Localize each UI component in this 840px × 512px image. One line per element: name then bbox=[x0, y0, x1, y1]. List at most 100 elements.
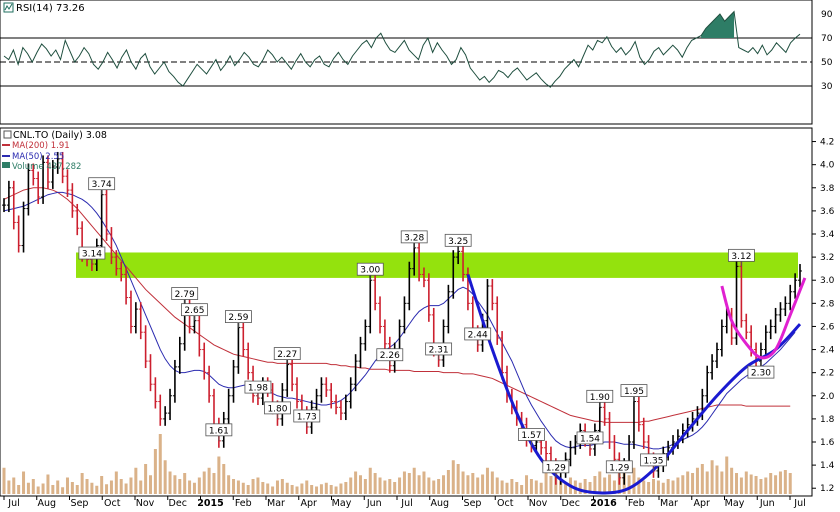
volume-bar bbox=[671, 480, 675, 494]
volume-bar bbox=[651, 479, 655, 494]
volume-bar bbox=[329, 485, 333, 494]
volume-bar bbox=[529, 479, 533, 494]
volume-bar bbox=[520, 485, 524, 494]
price-tick-label: 1.4 bbox=[820, 461, 835, 471]
price-icon bbox=[3, 130, 12, 139]
x-tick-label: Sep bbox=[71, 498, 89, 508]
rsi-icon-mark bbox=[4, 3, 13, 11]
volume-bar bbox=[402, 471, 406, 494]
volume-bar bbox=[676, 477, 680, 494]
legend-ma50: MA(50) 2.55 bbox=[12, 152, 64, 162]
volume-bar bbox=[305, 480, 309, 494]
volume-bar bbox=[212, 473, 216, 494]
volume-bar bbox=[388, 479, 392, 494]
volume-bar bbox=[495, 477, 499, 494]
rsi-tick-label: 90 bbox=[821, 10, 833, 20]
x-tick-label: Aug bbox=[430, 498, 449, 508]
volume-bar bbox=[642, 480, 646, 494]
legend-volume-swatch bbox=[2, 162, 10, 168]
x-tick-label: Oct bbox=[497, 498, 514, 508]
volume-bar bbox=[149, 475, 153, 494]
annotation-label: 1.29 bbox=[546, 463, 566, 473]
volume-bar bbox=[139, 480, 143, 494]
volume-bar bbox=[70, 482, 74, 494]
volume-bar bbox=[666, 479, 670, 494]
annotation-label: 2.44 bbox=[468, 330, 488, 340]
volume-bar bbox=[354, 471, 358, 494]
volume-bar bbox=[100, 476, 104, 494]
x-tick-label: Jul bbox=[793, 498, 805, 508]
x-tick-label: Jun bbox=[759, 498, 775, 508]
volume-bar bbox=[730, 467, 734, 494]
volume-bars bbox=[2, 434, 792, 494]
volume-bar bbox=[437, 479, 441, 494]
volume-bar bbox=[715, 465, 719, 494]
volume-bar bbox=[251, 479, 255, 494]
x-tick-label: May bbox=[332, 498, 352, 508]
volume-bar bbox=[95, 485, 99, 494]
volume-bar bbox=[163, 460, 167, 494]
annotation-label: 1.95 bbox=[624, 387, 644, 397]
volume-bar bbox=[65, 477, 69, 494]
volume-bar bbox=[769, 473, 773, 494]
volume-bar bbox=[241, 482, 245, 494]
price-tick-label: 2.0 bbox=[820, 392, 835, 402]
annotation-label: 3.28 bbox=[404, 233, 424, 243]
volume-bar bbox=[158, 434, 162, 494]
x-tick-label: Jul bbox=[7, 498, 19, 508]
annotation-label: 3.12 bbox=[731, 252, 751, 262]
volume-bar bbox=[75, 485, 79, 494]
volume-bar bbox=[539, 482, 543, 494]
price-tick-label: 2.6 bbox=[820, 322, 835, 332]
price-legend: CNL.TO (Daily) 3.08 MA(200) 1.91 MA(50) … bbox=[2, 130, 107, 172]
price-tick-label: 2.4 bbox=[820, 346, 835, 356]
volume-bar bbox=[505, 482, 509, 494]
volume-bar bbox=[261, 482, 265, 494]
annotation-label: 3.14 bbox=[82, 250, 102, 260]
volume-bar bbox=[451, 460, 455, 494]
x-tick-label: Sep bbox=[464, 498, 482, 508]
ma200-line bbox=[3, 187, 791, 423]
x-tick-label: Apr bbox=[301, 498, 318, 508]
rsi-tick-label: 70 bbox=[821, 34, 833, 44]
volume-bar bbox=[232, 479, 236, 494]
volume-bar bbox=[61, 487, 65, 494]
rsi-title: RSI(14) 73.26 bbox=[16, 3, 85, 14]
volume-bar bbox=[109, 480, 113, 494]
annotation-label: 2.31 bbox=[429, 345, 449, 355]
volume-bar bbox=[754, 476, 758, 494]
volume-bar bbox=[412, 467, 416, 494]
annotation-label: 3.25 bbox=[448, 237, 468, 247]
price-tick-label: 3.8 bbox=[820, 184, 835, 194]
volume-bar bbox=[476, 477, 480, 494]
volume-bar bbox=[339, 483, 343, 494]
cup-curve bbox=[466, 273, 802, 495]
annotation-label: 1.35 bbox=[643, 456, 663, 466]
volume-bar bbox=[422, 471, 426, 494]
volume-bar bbox=[124, 483, 128, 494]
volume-bar bbox=[656, 480, 660, 494]
volume-bar bbox=[490, 471, 494, 494]
price-panel: 3.74 3.14 2.79 2.65 2.59 1.61 1.98 2.27 1.80 1.73… bbox=[0, 127, 835, 509]
volume-bar bbox=[466, 475, 470, 494]
volume-bar bbox=[202, 471, 206, 494]
x-tick-label: Dec bbox=[562, 498, 580, 508]
volume-bar bbox=[192, 482, 196, 494]
x-tick-label: Mar bbox=[267, 498, 285, 508]
legend-ticker: CNL.TO (Daily) 3.08 bbox=[13, 130, 107, 141]
volume-bar bbox=[442, 475, 446, 494]
volume-bar bbox=[46, 474, 50, 494]
volume-bar bbox=[485, 467, 489, 494]
annotation-label: 2.30 bbox=[751, 369, 771, 379]
volume-bar bbox=[749, 474, 753, 494]
volume-bar bbox=[456, 464, 460, 494]
volume-bar bbox=[197, 477, 201, 494]
x-tick-label: 2016 bbox=[590, 498, 617, 508]
x-tick-label: Dec bbox=[169, 498, 187, 508]
rsi-panel: 30 50 70 90 RSI(14) 73.26 bbox=[0, 0, 833, 125]
volume-bar bbox=[315, 486, 319, 494]
price-annotations: 3.74 3.14 2.79 2.65 2.59 1.61 1.98 2.27 1.80 1.73… bbox=[78, 177, 775, 478]
volume-bar bbox=[383, 480, 387, 494]
volume-bar bbox=[681, 475, 685, 494]
